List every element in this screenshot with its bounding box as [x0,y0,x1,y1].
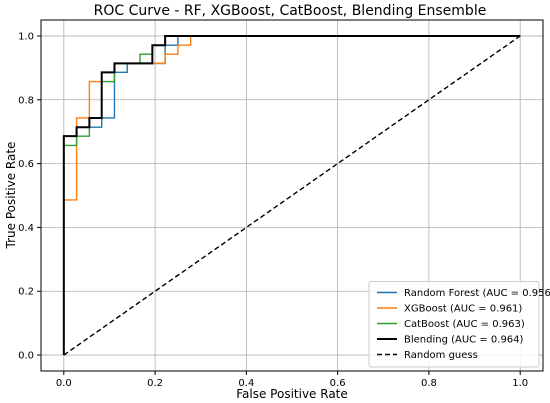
series-line-4 [62,34,521,356]
x-tick-label: 1.0 [512,378,528,389]
y-tick-label: 0.0 [18,351,34,362]
tick-layer: 0.0 0.2 0.4 0.6 0.8 1.0 0.0 0.2 0.4 0.6 0.8 1.0 [18,31,528,389]
x-tick-label: 0.2 [147,378,163,389]
x-tick-label: 0.6 [330,378,346,389]
y-tick-label: 1.0 [18,31,34,42]
y-tick-label: 0.2 [18,287,34,298]
y-axis-label: True Positive Rate [4,142,18,250]
x-tick-label: 0.8 [421,378,437,389]
series-line-5 [63,35,521,356]
legend: Random Forest (AUC = 0.956) XGBoost (AUC … [368,281,550,368]
y-tick-label: 0.6 [18,159,34,170]
x-tick-label: 0.0 [56,378,72,389]
legend-entry-label: CatBoost (AUC = 0.963) [404,319,525,330]
x-axis-label: False Positive Rate [236,387,348,401]
chart-title: ROC Curve - RF, XGBoost, CatBoost, Blend… [94,3,487,19]
y-tick-label: 0.8 [18,95,34,106]
y-tick-label: 0.4 [18,223,34,234]
x-tick-label: 0.4 [238,378,254,389]
legend-entry-label: Random guess [404,350,478,361]
legend-box [368,281,540,368]
legend-entry-label: XGBoost (AUC = 0.961) [404,304,522,315]
series-layer [62,34,521,356]
plot-frame [40,19,544,372]
legend-entry-label: Random Forest (AUC = 0.956) [404,288,550,299]
grid-layer [41,20,543,371]
legend-entry-label: Blending (AUC = 0.964) [404,335,524,346]
